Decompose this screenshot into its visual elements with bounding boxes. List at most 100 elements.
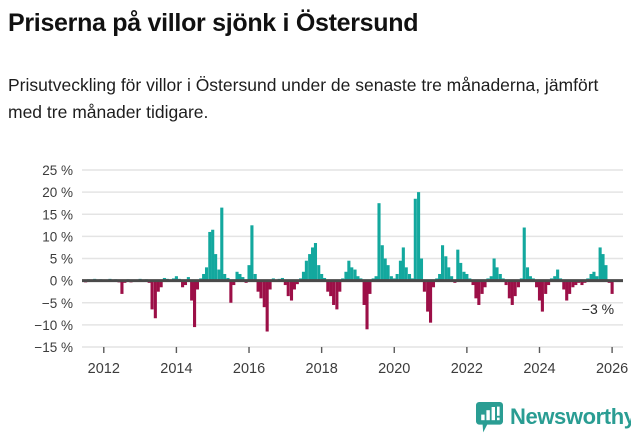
bar [407, 273, 412, 281]
bar [156, 280, 160, 292]
bar [547, 280, 551, 286]
bar [259, 280, 263, 299]
bar [253, 273, 257, 281]
bar [202, 273, 206, 281]
bar [540, 280, 544, 312]
y-axis-tick-label: 15 % [42, 207, 73, 222]
bar [383, 258, 387, 281]
bar [507, 280, 511, 299]
bar [401, 247, 405, 281]
bar [389, 276, 393, 281]
bar-chart-bubble-icon [476, 401, 503, 432]
bar [429, 280, 433, 323]
bar [214, 254, 218, 281]
bar [295, 280, 299, 285]
bar [525, 267, 530, 281]
bar [483, 280, 487, 288]
bar [356, 276, 360, 281]
bar [447, 267, 451, 281]
bar [568, 280, 572, 294]
bar [571, 280, 575, 288]
bar [404, 267, 408, 281]
bar [289, 280, 294, 301]
y-axis-labels: 25 % 20 % 15 % 10 % 5 % 0 % −5 % −10 % −15 % [34, 163, 73, 355]
bar [220, 207, 224, 281]
bar [516, 280, 520, 288]
y-axis-tick-label: −15 % [34, 340, 73, 355]
bar [190, 280, 194, 301]
bar [441, 245, 445, 281]
bar [438, 273, 442, 281]
chart-svg: 25 % 20 % 15 % 10 % 5 % 0 % −5 % −10 % −15 % 201… [34, 163, 628, 377]
y-axis-tick-label: 20 % [42, 185, 73, 200]
bar [465, 273, 469, 281]
bar [513, 280, 517, 297]
newsworthy-logo[interactable]: Newsworthy [476, 400, 631, 434]
bar [480, 280, 484, 294]
page-title: Priserna på villor sjönk i Östersund [8, 9, 419, 37]
bar [535, 280, 539, 288]
bar [580, 280, 584, 286]
bar-chart: 25 % 20 % 15 % 10 % 5 % 0 % −5 % −10 % −15 % 201… [0, 155, 631, 395]
y-axis-tick-label: −5 % [42, 296, 73, 311]
bar [283, 280, 287, 286]
bar [317, 265, 321, 281]
bar [301, 271, 306, 281]
bar [522, 227, 526, 281]
bar [183, 280, 188, 286]
bar [329, 280, 333, 297]
bar [537, 280, 542, 301]
bar [574, 280, 578, 286]
x-axis-tick-label: 2018 [306, 361, 338, 377]
bar [217, 269, 221, 281]
bar [186, 277, 190, 281]
bar [489, 276, 493, 281]
x-axis-tick-label: 2020 [378, 361, 410, 377]
bar [419, 258, 424, 281]
bar [610, 280, 614, 294]
bar [474, 280, 478, 299]
bar [556, 269, 560, 281]
bar [553, 276, 557, 281]
bar [380, 245, 384, 281]
bar [159, 280, 163, 288]
bar [195, 280, 200, 290]
bar [350, 267, 354, 281]
bar [338, 280, 342, 292]
bar [492, 258, 496, 281]
bars-group [84, 192, 614, 332]
bar [495, 267, 499, 281]
bar [398, 260, 402, 281]
x-axis-tick-label: 2012 [88, 361, 120, 377]
y-axis-tick-label: 5 % [50, 252, 73, 267]
bar [150, 280, 154, 310]
bar [286, 280, 290, 297]
bar [153, 280, 157, 319]
bar [256, 280, 260, 292]
x-axis-tick-label: 2014 [160, 361, 192, 377]
bar [426, 280, 430, 312]
bar [601, 254, 605, 281]
bar [456, 249, 460, 281]
bar [313, 243, 318, 281]
bar [368, 280, 372, 294]
bar [247, 265, 251, 281]
bar [235, 271, 239, 281]
gridlines-group [82, 169, 623, 348]
newsworthy-wordmark: Newsworthy [510, 404, 631, 429]
bar [344, 271, 348, 281]
page-subtitle: Prisutveckling för villor i Östersund un… [8, 75, 599, 122]
bar [193, 280, 197, 328]
y-axis-tick-label: 25 % [42, 163, 73, 178]
bar [223, 273, 227, 281]
x-axis-tick-label: 2024 [523, 361, 555, 377]
bar [528, 276, 532, 281]
bar [308, 254, 312, 281]
bar [181, 280, 185, 288]
bar [565, 280, 569, 301]
bar [459, 262, 463, 281]
bar [592, 271, 596, 281]
bar [374, 276, 378, 281]
bar [265, 280, 269, 332]
bar [498, 273, 502, 281]
